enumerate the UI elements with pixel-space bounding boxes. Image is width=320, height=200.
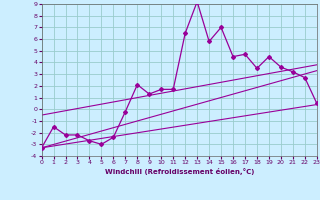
X-axis label: Windchill (Refroidissement éolien,°C): Windchill (Refroidissement éolien,°C): [105, 168, 254, 175]
